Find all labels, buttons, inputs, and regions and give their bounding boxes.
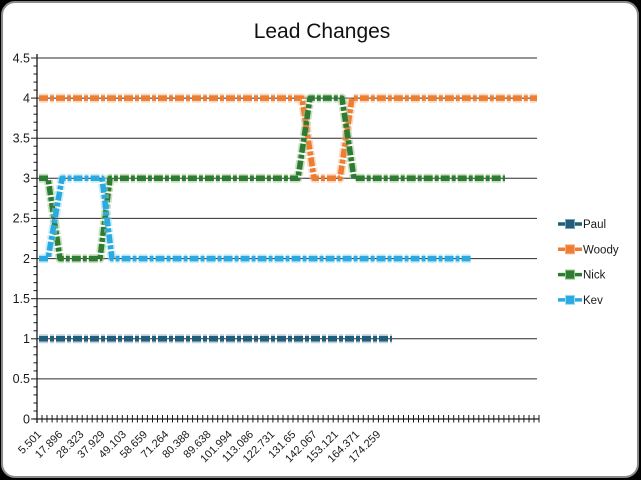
y-tick-label: 3 — [23, 172, 30, 186]
y-tick-label: 2.5 — [13, 212, 30, 226]
legend-marker — [565, 219, 575, 229]
x-axis-ticks — [36, 415, 540, 423]
lead-changes-chart: Lead Changes 4.5 4 3.5 3 2.5 2 1.5 1 0.5 0 5.5011… — [13, 20, 619, 466]
legend-label: Paul — [583, 219, 606, 231]
y-tick-label: 2 — [23, 252, 30, 266]
y-tick-label: 4 — [23, 91, 30, 105]
legend-marker — [565, 294, 575, 305]
series-line-nick — [39, 95, 505, 262]
y-tick-label: 1 — [23, 332, 30, 346]
legend-item-nick: Nick — [558, 269, 606, 282]
y-tick-label: 4.5 — [13, 51, 30, 65]
y-tick-label: 1.5 — [13, 292, 30, 306]
series-line-woody — [39, 95, 537, 182]
legend-item-woody: Woody — [558, 244, 619, 256]
y-axis-ticks — [31, 57, 38, 420]
y-tick-label: 0 — [23, 412, 30, 426]
gridlines — [37, 57, 537, 380]
series-line-kev — [39, 175, 472, 262]
y-axis-labels: 4.5 4 3.5 3 2.5 2 1.5 1 0.5 0 — [13, 51, 30, 426]
legend-label: Woody — [583, 244, 619, 256]
legend-marker — [565, 244, 575, 255]
series-lines — [39, 93, 537, 344]
legend-label: Nick — [583, 270, 606, 282]
y-tick-label: 0.5 — [13, 372, 30, 386]
x-axis-labels: 5.50117.89628.32337.92949.10358.65971.26… — [16, 429, 383, 466]
legend-label: Kev — [583, 295, 603, 307]
y-tick-label: 3.5 — [13, 132, 30, 146]
legend-marker — [565, 269, 575, 280]
chart-title: Lead Changes — [254, 20, 391, 43]
legend: Paul Woody Nick Kev — [558, 219, 619, 307]
legend-item-paul: Paul — [558, 219, 606, 231]
legend-item-kev: Kev — [558, 294, 603, 307]
